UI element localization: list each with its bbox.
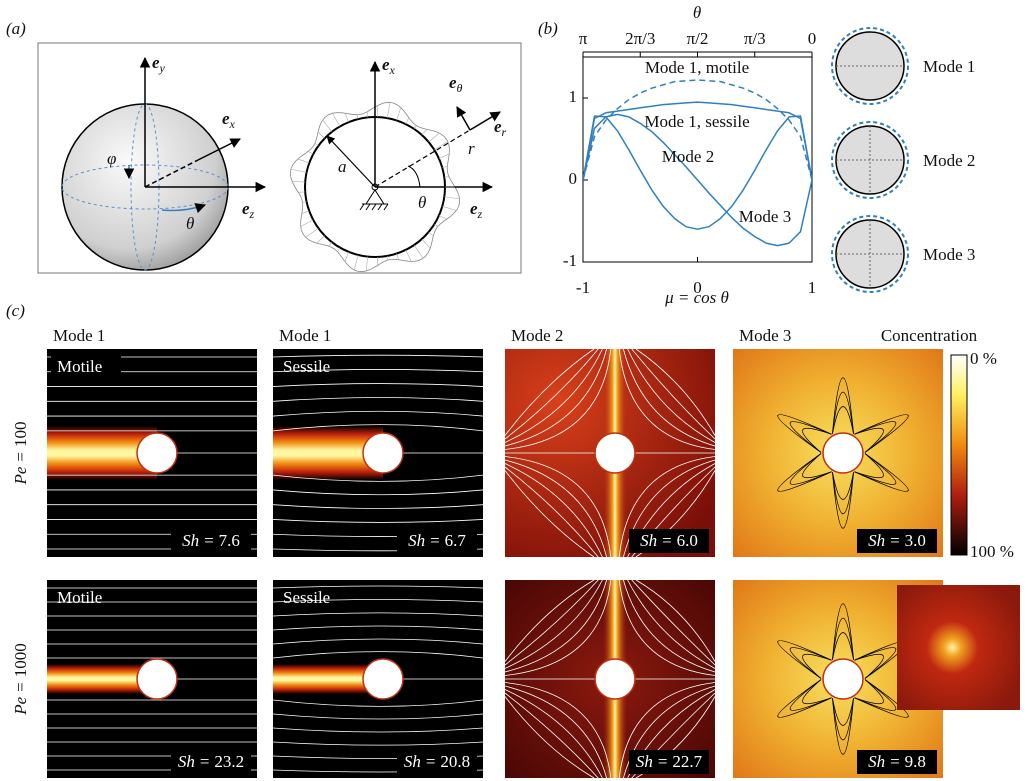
colorbar-label: 100 %	[970, 542, 1014, 561]
panel-tag: Sessile	[283, 357, 330, 376]
figure: (a) (b) (c) ey ex ez φ θ ex eθ er ez r a…	[0, 0, 1032, 781]
panel-label: (a)	[6, 19, 26, 38]
sh-label: Sh = 9.8	[868, 752, 926, 771]
equals: =	[11, 682, 30, 692]
x-tick-label: 1	[808, 278, 817, 297]
column-title: Mode 1	[53, 326, 105, 345]
sub: x	[389, 63, 396, 77]
equals: =	[11, 452, 30, 462]
sh-symbol: Sh	[408, 531, 425, 550]
body	[137, 659, 177, 699]
sh-symbol: Sh	[182, 531, 199, 550]
body	[363, 659, 403, 699]
colorbar-label: 0 %	[970, 349, 997, 368]
sh-value: 20.8	[440, 752, 470, 771]
body	[823, 659, 863, 699]
panel-tag: Motile	[57, 588, 102, 607]
sub: z	[477, 207, 483, 221]
phi-label: φ	[107, 149, 116, 168]
x2-tick-label: π	[579, 29, 588, 48]
equals: =	[890, 752, 900, 771]
y-tick-label: -1	[563, 251, 577, 270]
equals: =	[200, 752, 210, 771]
x2-tick-label: 0	[808, 29, 817, 48]
equals: =	[204, 531, 214, 550]
pe-symbol: Pe	[11, 466, 30, 485]
sh-symbol: Sh	[636, 752, 653, 771]
a-label: a	[338, 157, 347, 176]
x-axis-label: μ = cos θ	[664, 288, 729, 307]
equals: =	[890, 531, 900, 550]
pe-value: 100	[11, 421, 30, 447]
body	[363, 433, 403, 473]
colorbar-title: Concentration	[881, 326, 978, 345]
sh-value: 3.0	[905, 531, 926, 550]
pe-symbol: Pe	[11, 696, 30, 715]
sub: z	[249, 207, 255, 221]
body	[595, 659, 635, 699]
y-tick-label: 1	[569, 87, 578, 106]
equals: =	[658, 752, 668, 771]
body	[823, 433, 863, 473]
sh-symbol: Sh	[404, 752, 421, 771]
sh-value: 9.8	[905, 752, 926, 771]
sh-value: 23.2	[214, 752, 244, 771]
curve-label: Mode 1, motile	[645, 58, 749, 77]
x2-tick-label: π/3	[744, 29, 766, 48]
concentration-panels: Mode 1 Mode 1 Mode 2 Mode 3 Pe = 100 Motile Sh = 7…	[11, 326, 1020, 778]
curve-label: Mode 3	[739, 207, 791, 226]
r-label: r	[468, 139, 475, 158]
pe-label: Pe = 1000	[11, 643, 30, 716]
sh-value: 6.7	[445, 531, 467, 550]
y-tick-label: 0	[569, 169, 578, 188]
inset	[897, 585, 1020, 710]
column-title: Mode 1	[279, 326, 331, 345]
pe-value: 1000	[11, 643, 30, 677]
equals: =	[426, 752, 436, 771]
panel-tag: Sessile	[283, 588, 330, 607]
sh-symbol: Sh	[868, 531, 885, 550]
sh-symbol: Sh	[868, 752, 885, 771]
colorbar	[951, 355, 967, 555]
panel-label: (b)	[538, 19, 558, 38]
sh-label: Sh = 6.7	[408, 531, 466, 550]
sh-value: 6.0	[677, 531, 698, 550]
panel-tag: Motile	[57, 357, 102, 376]
column-title: Mode 2	[511, 326, 563, 345]
pe-label: Pe = 100	[11, 421, 30, 485]
curve-label: Mode 2	[662, 147, 714, 166]
x2-tick-label: 2π/3	[625, 29, 655, 48]
sh-value: 22.7	[672, 752, 702, 771]
x2-axis-label: θ	[693, 3, 701, 22]
body	[595, 433, 635, 473]
sub: r	[502, 125, 507, 139]
mode-label: Mode 1	[923, 57, 975, 76]
body	[137, 433, 177, 473]
curve-label: Mode 1, sessile	[644, 112, 749, 131]
sh-label: Sh = 7.6	[182, 531, 240, 550]
sh-symbol: Sh	[640, 531, 657, 550]
sh-value: 7.6	[219, 531, 240, 550]
column-title: Mode 3	[739, 326, 791, 345]
sub: y	[159, 61, 166, 75]
sh-label: Sh = 3.0	[868, 531, 926, 550]
sub: x	[229, 117, 236, 131]
x2-tick-label: π/2	[687, 29, 709, 48]
equals: =	[430, 531, 440, 550]
mode-label: Mode 3	[923, 245, 975, 264]
sh-symbol: Sh	[178, 752, 195, 771]
theta-label: θ	[418, 193, 426, 212]
theta-label: θ	[186, 214, 194, 233]
x-tick-label: -1	[576, 278, 590, 297]
mode-shapes: Mode 1 Mode 2 Mode 3	[832, 28, 975, 292]
sub: θ	[457, 81, 463, 95]
mode-label: Mode 2	[923, 151, 975, 170]
sh-label: Sh = 6.0	[640, 531, 698, 550]
equals: =	[662, 531, 672, 550]
panel-label: (c)	[6, 301, 25, 320]
